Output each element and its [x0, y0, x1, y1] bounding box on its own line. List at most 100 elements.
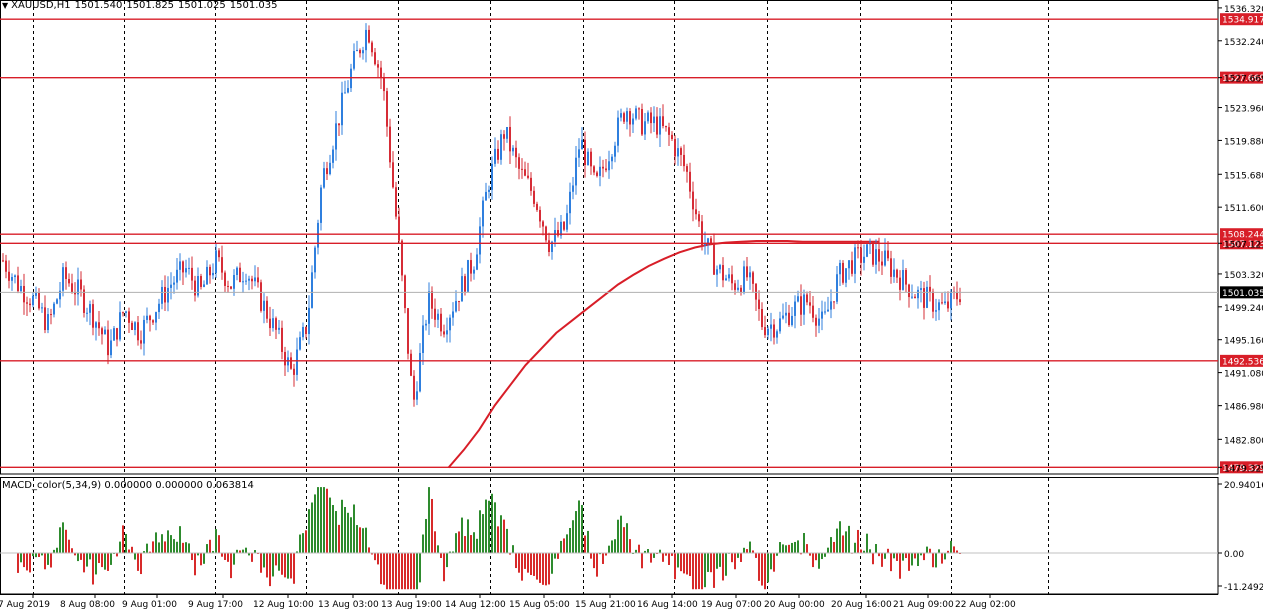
macd-bar-down [239, 550, 241, 553]
bull-candle [818, 318, 820, 326]
macd-bar-up [320, 487, 322, 553]
bull-candle [14, 275, 16, 278]
bull-candle [845, 268, 847, 283]
macd-bar-up [278, 553, 280, 571]
macd-bar-down [431, 498, 433, 553]
macd-bar-down [281, 553, 283, 575]
time-tick-label: 13 Aug 19:00 [381, 600, 442, 610]
macd-bar-up [944, 553, 946, 560]
macd-bar-down [194, 553, 196, 576]
bull-candle [323, 168, 325, 188]
bull-candle [803, 294, 805, 315]
macd-bar-up [422, 534, 424, 553]
macd-bar-up [830, 537, 832, 553]
bear-candle [959, 299, 961, 303]
macd-bar-down [857, 529, 859, 553]
macd-bar-up [47, 553, 49, 565]
macd-bar-up [875, 544, 877, 553]
dropdown-arrow-icon[interactable]: ▼ [2, 1, 9, 10]
bull-candle [110, 340, 112, 356]
macd-bar-down [941, 553, 943, 564]
macd-bar-down [497, 526, 499, 553]
macd-bar-down [650, 553, 652, 563]
macd-bar-down [689, 553, 691, 577]
bear-candle [899, 277, 901, 290]
macd-bar-down [470, 535, 472, 553]
bear-candle [404, 275, 406, 309]
macd-bar-up [353, 504, 355, 553]
level-label-box [1220, 461, 1263, 474]
bear-candle [224, 272, 226, 286]
bull-candle [635, 108, 637, 119]
macd-bar-down [698, 553, 700, 590]
bear-candle [740, 287, 742, 293]
bull-candle [35, 292, 37, 296]
macd-frame [0, 477, 1219, 595]
bull-candle [782, 315, 784, 319]
time-tick-label: 12 Aug 10:00 [253, 600, 314, 610]
macd-bar-down [887, 548, 889, 553]
price-tick-label: 1527.669 [1224, 75, 1263, 85]
macd-bar-down [899, 553, 901, 579]
macd-bar-up [572, 520, 574, 553]
bull-candle [425, 323, 427, 326]
macd-bar-up [146, 543, 148, 553]
bull-candle [677, 148, 679, 157]
bull-candle [476, 254, 478, 270]
bear-candle [221, 257, 223, 273]
macd-tick-label: 0.00 [1224, 550, 1244, 560]
bull-candle [242, 281, 244, 283]
bear-candle [464, 276, 466, 292]
macd-bar-down [17, 553, 19, 573]
macd-bar-down [536, 553, 538, 580]
bear-candle [941, 302, 943, 304]
macd-bar-down [806, 544, 808, 553]
chart-title[interactable]: ▼ XAUUSD,H1 1501.540 1501.825 1501.025 1501.0… [2, 0, 281, 14]
macd-bar-down [83, 553, 85, 573]
macd-bar-up [491, 493, 493, 553]
bull-candle [173, 282, 175, 285]
bull-candle [59, 290, 61, 300]
macd-bar-up [335, 511, 337, 553]
macd-bar-up [920, 553, 922, 556]
macd-bar-down [548, 553, 550, 585]
macd-bar-up [287, 553, 289, 579]
macd-bar-down [881, 553, 883, 567]
macd-bar-down [530, 553, 532, 575]
macd-bar-up [263, 553, 265, 568]
bull-candle [56, 299, 58, 304]
bull-candle [572, 185, 574, 192]
time-tick-label: 15 Aug 05:00 [509, 600, 570, 610]
bull-candle [944, 301, 946, 304]
bull-candle [839, 262, 841, 275]
macd-bar-down [128, 549, 130, 553]
macd-bar-up [824, 553, 826, 557]
macd-bar-up [143, 551, 145, 553]
macd-bar-down [371, 553, 373, 555]
bear-candle [548, 240, 550, 252]
bull-candle [659, 116, 661, 135]
price-tick-label: 1519.880 [1224, 137, 1263, 147]
macd-bar-down [761, 553, 763, 586]
macd-bar-down [860, 549, 862, 553]
macd-bar-down [149, 551, 151, 553]
bull-candle [728, 274, 730, 279]
macd-bar-down [953, 546, 955, 553]
bull-candle [143, 319, 145, 344]
bull-candle [104, 329, 106, 335]
bull-candle [416, 391, 418, 400]
macd-bar-up [350, 517, 352, 553]
macd-bar-down [602, 553, 604, 564]
macd-bar-up [917, 553, 919, 567]
macd-bar-up [176, 541, 178, 553]
bear-candle [398, 216, 400, 241]
price-tick-label: 1479.329 [1224, 464, 1263, 474]
bear-candle [80, 279, 82, 290]
bull-candle [854, 247, 856, 274]
bull-candle [611, 156, 613, 162]
bear-candle [764, 327, 766, 336]
bull-candle [560, 221, 562, 236]
macd-bar-up [86, 553, 88, 567]
bear-candle [695, 209, 697, 215]
